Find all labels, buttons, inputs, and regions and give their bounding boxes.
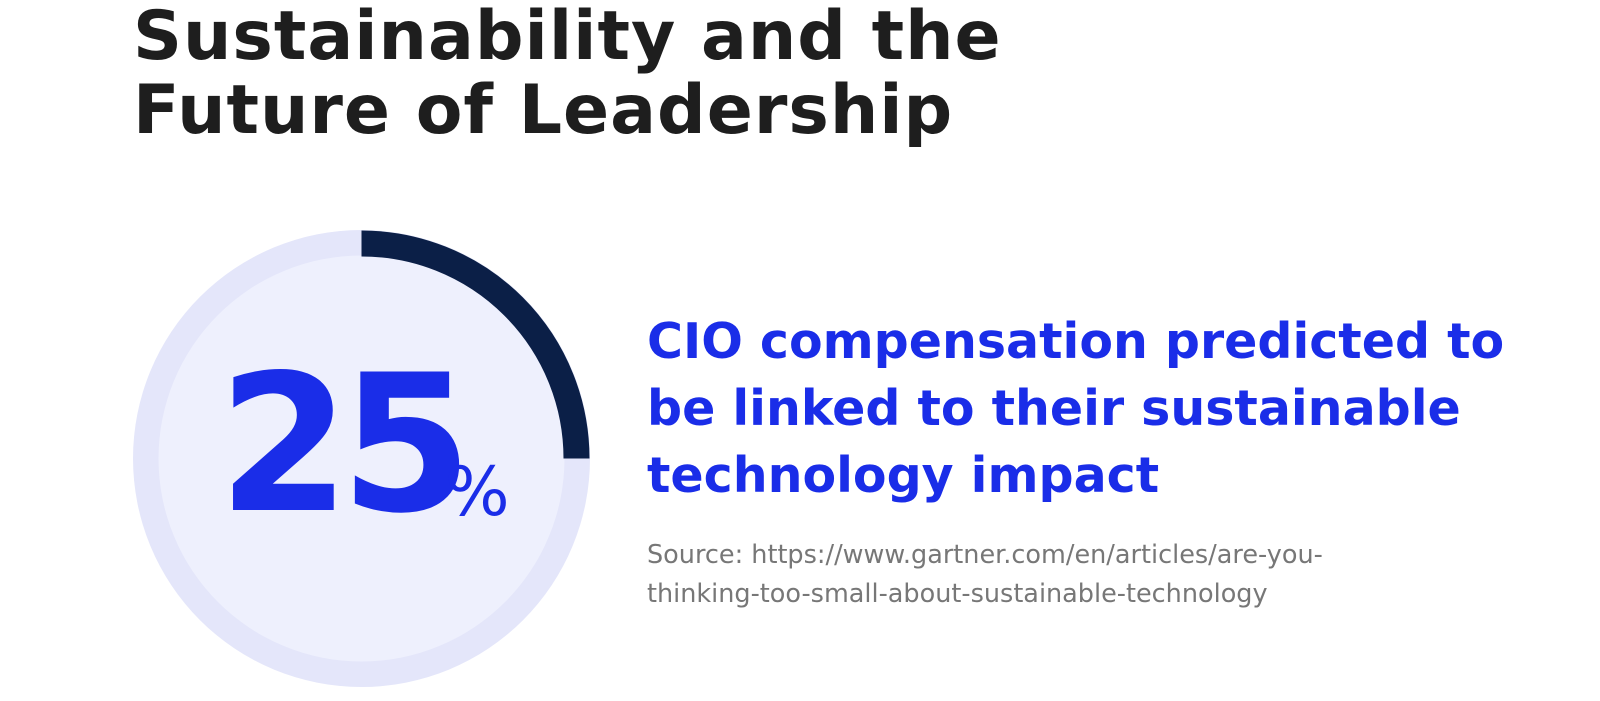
stat-description-line-2: be linked to their sustainable [647,380,1461,437]
page-title: Sustainability and the Future of Leaders… [133,0,1002,148]
stat-number: 25 [218,334,472,555]
stat-description: CIO compensation predicted to be linked … [647,308,1577,509]
stat-description-line-1: CIO compensation predicted to [647,313,1505,370]
title-line-2: Future of Leadership [133,71,954,150]
stat-description-line-3: technology impact [647,447,1160,504]
donut-value-arc [361,230,590,459]
stat-unit: % [445,453,510,532]
source-line-2: thinking-too-small-about-sustainable-tec… [647,579,1268,609]
title-line-1: Sustainability and the [133,0,1002,76]
donut-chart-svg [133,230,590,687]
source-line-1: Source: https://www.gartner.com/en/artic… [647,540,1323,570]
source-citation: Source: https://www.gartner.com/en/artic… [647,536,1547,614]
donut-inner [158,255,565,662]
percentage-donut-chart: 25 % [133,230,590,687]
